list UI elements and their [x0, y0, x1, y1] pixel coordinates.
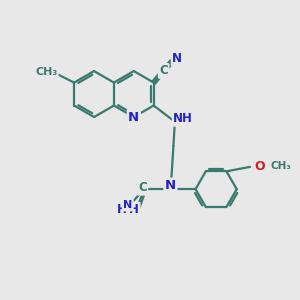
- Text: CH₃: CH₃: [271, 161, 292, 171]
- Text: C: C: [138, 181, 147, 194]
- Text: H: H: [117, 203, 127, 216]
- Text: O: O: [126, 205, 137, 218]
- Text: H: H: [129, 203, 139, 216]
- Text: O: O: [254, 160, 265, 173]
- Text: N: N: [123, 200, 132, 210]
- Text: N: N: [172, 52, 182, 65]
- Text: NH: NH: [173, 112, 193, 125]
- Text: N: N: [128, 110, 140, 124]
- Text: N: N: [165, 179, 176, 192]
- Text: CH₃: CH₃: [35, 67, 57, 77]
- Text: C: C: [159, 64, 168, 77]
